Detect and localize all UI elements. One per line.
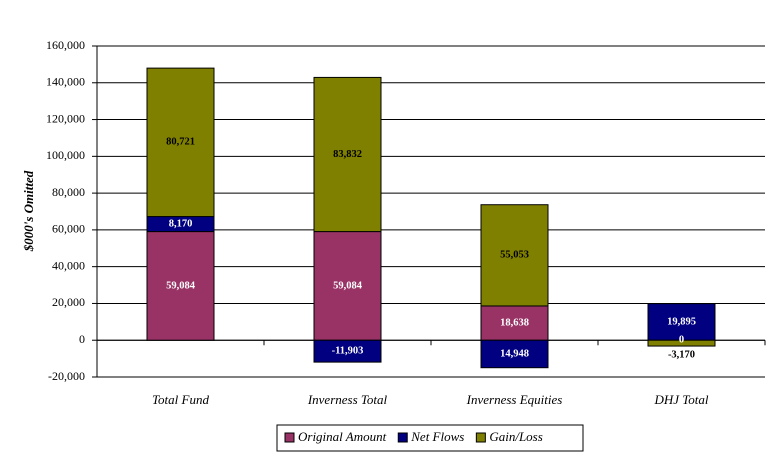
y-axis-label: $000's Omitted: [21, 170, 36, 252]
y-tick-label: 80,000: [52, 185, 85, 199]
y-tick-label: 160,000: [46, 38, 85, 52]
x-tick-label: Inverness Equities: [466, 392, 563, 407]
legend-box: [276, 424, 584, 452]
bar-segment: [313, 231, 382, 341]
legend-label: Original Amount: [298, 429, 387, 444]
bar-segment: [146, 67, 215, 218]
y-tick-label: 20,000: [52, 295, 85, 309]
bar-segment: [313, 339, 382, 363]
y-tick-label: -20,000: [48, 369, 85, 383]
legend-swatch: [475, 432, 486, 443]
y-tick-label: 100,000: [46, 148, 85, 162]
bar-segment: [313, 76, 382, 233]
bar-segment: [647, 303, 716, 341]
y-tick-label: 40,000: [52, 258, 85, 272]
data-label: 0: [679, 335, 684, 346]
bar-segment: [480, 305, 549, 341]
legend-label: Net Flows: [410, 429, 464, 444]
y-tick-label: 60,000: [52, 222, 85, 236]
data-label: 14,948: [500, 348, 529, 359]
bar-segment: [480, 339, 549, 369]
data-label: 59,084: [333, 280, 363, 291]
legend-swatch: [284, 432, 295, 443]
bar-segment: [480, 204, 549, 307]
data-label: 18,638: [500, 317, 529, 328]
bar-segment: [146, 231, 215, 341]
x-tick-label: Inverness Total: [307, 392, 388, 407]
y-tick-label: 0: [79, 332, 85, 346]
legend: Original Amount Net Flows Gain/Loss: [276, 424, 584, 452]
data-label: 59,084: [166, 280, 196, 291]
y-tick-label: 120,000: [46, 111, 85, 125]
data-label: 19,895: [667, 316, 696, 327]
data-label: 83,832: [333, 149, 362, 160]
legend-label: Gain/Loss: [489, 429, 542, 444]
data-label: 8,170: [169, 218, 193, 229]
data-label: 55,053: [500, 250, 529, 261]
data-label: -3,170: [668, 350, 695, 361]
bar-segment: [647, 339, 716, 347]
data-label: -11,903: [332, 346, 364, 357]
legend-swatch: [397, 432, 408, 443]
x-tick-label: Total Fund: [152, 392, 209, 407]
x-tick-label: DHJ Total: [653, 392, 708, 407]
y-tick-label: 140,000: [46, 75, 85, 89]
data-label: 80,721: [166, 137, 195, 148]
